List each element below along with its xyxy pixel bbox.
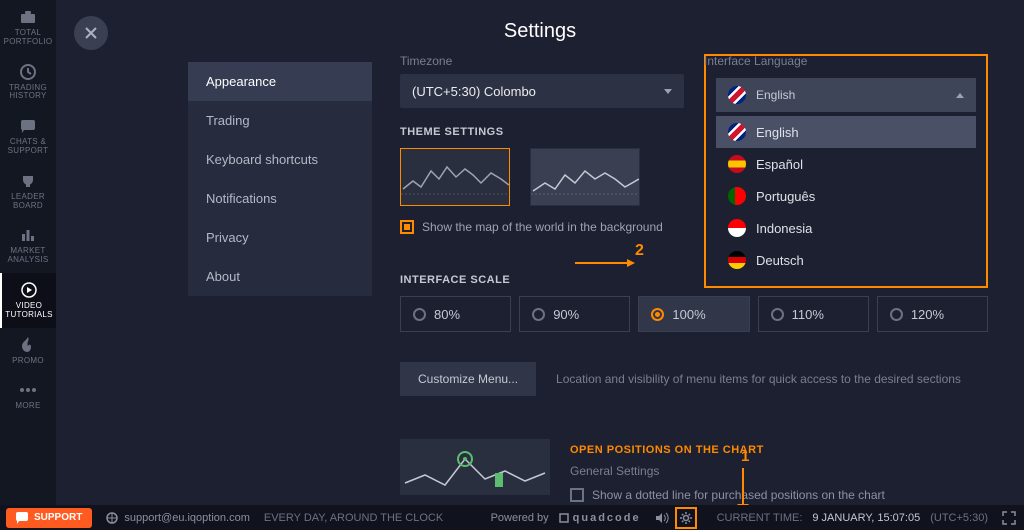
volume-icon [655,512,669,524]
nav-keyboard-shortcuts[interactable]: Keyboard shortcuts [188,140,372,179]
flag-uk-icon [728,86,746,104]
rail-label: TRADING HISTORY [2,84,54,102]
fullscreen-icon [1002,511,1016,525]
gear-icon [679,511,693,525]
briefcase-icon [19,8,37,26]
language-dropdown-highlight: English English Español Portug [704,54,988,288]
annotation-2: 2 [575,254,582,272]
settings-nav: Appearance Trading Keyboard shortcuts No… [188,62,372,296]
trophy-icon [19,172,37,190]
annotation-1-arrow [742,468,744,508]
chat-icon [16,512,28,524]
rail-label: MARKET ANALYSIS [2,247,54,265]
settings-gear-highlight[interactable] [675,507,697,529]
sound-toggle[interactable] [655,512,669,524]
rail-label: MORE [15,402,40,411]
settings-main: Timezone (UTC+5:30) Colombo THEME SETTIN… [400,54,988,396]
clock-icon [19,63,37,81]
nav-privacy[interactable]: Privacy [188,218,372,257]
open-positions-subtitle: General Settings [570,464,988,478]
nav-about[interactable]: About [188,257,372,296]
support-email[interactable]: support@eu.iqoption.com [106,512,250,524]
language-selected: English [756,88,795,102]
rail-trading-history[interactable]: TRADING HISTORY [0,55,56,110]
timezone-label: Timezone [400,54,684,68]
chevron-down-icon [664,89,672,94]
theme-option-light[interactable] [530,148,640,206]
annotation-1: 1 [741,448,749,465]
language-select[interactable]: English [716,78,976,112]
theme-option-dark[interactable] [400,148,510,206]
flag-de-icon [728,251,746,269]
flame-icon [19,336,37,354]
rail-promo[interactable]: PROMO [0,328,56,374]
nav-trading[interactable]: Trading [188,101,372,140]
open-positions-section: OPEN POSITIONS ON THE CHART General Sett… [570,444,988,502]
flag-pt-icon [728,187,746,205]
customize-menu-button[interactable]: Customize Menu... [400,362,536,396]
theme-settings-title: THEME SETTINGS [400,126,684,138]
open-positions-title: OPEN POSITIONS ON THE CHART [570,444,988,456]
dotted-line-checkbox[interactable] [570,488,584,502]
nav-appearance[interactable]: Appearance [188,62,372,101]
scale-100[interactable]: 100% [638,296,749,332]
globe-icon [106,512,118,524]
rail-label: LEADER BOARD [2,193,54,211]
scale-options: 80% 90% 100% 110% 120% [400,296,988,332]
show-map-checkbox[interactable] [400,220,414,234]
current-time: CURRENT TIME: 9 JANUARY, 15:07:05 (UTC+5… [717,512,988,524]
brand-icon [559,513,569,523]
rail-total-portfolio[interactable]: TOTAL PORTFOLIO [0,0,56,55]
customize-desc: Location and visibility of menu items fo… [556,372,961,386]
rail-label: CHATS & SUPPORT [2,138,54,156]
scale-90[interactable]: 90% [519,296,630,332]
flag-uk-icon [728,123,746,141]
dotted-line-label: Show a dotted line for purchased positio… [592,488,885,502]
rail-chats-support[interactable]: CHATS & SUPPORT [0,109,56,164]
dots-icon [19,381,37,399]
rail-leader-board[interactable]: LEADER BOARD [0,164,56,219]
language-option-espanol[interactable]: Español [716,148,976,180]
chart-preview [400,439,550,495]
show-map-label: Show the map of the world in the backgro… [422,220,663,234]
nav-notifications[interactable]: Notifications [188,179,372,218]
flag-es-icon [728,155,746,173]
fullscreen-button[interactable] [1002,511,1016,525]
flag-id-icon [728,219,746,237]
scale-80[interactable]: 80% [400,296,511,332]
timezone-select[interactable]: (UTC+5:30) Colombo [400,74,684,108]
powered-by: Powered by quadcode [491,512,641,524]
scale-110[interactable]: 110% [758,296,869,332]
language-option-portugues[interactable]: Português [716,180,976,212]
slogan: EVERY DAY, AROUND THE CLOCK [264,512,443,524]
page-title: Settings [56,20,1024,43]
support-button[interactable]: SUPPORT [6,508,92,528]
chat-icon [19,117,37,135]
rail-video-tutorials[interactable]: VIDEO TUTORIALS [0,273,56,328]
play-icon [20,281,38,299]
rail-label: VIDEO TUTORIALS [4,302,54,320]
language-option-deutsch[interactable]: Deutsch [716,244,976,276]
scale-120[interactable]: 120% [877,296,988,332]
language-label: Interface Language [704,54,988,68]
chevron-up-icon [956,93,964,98]
bottom-bar: SUPPORT support@eu.iqoption.com EVERY DA… [0,505,1024,530]
bars-icon [19,226,37,244]
language-option-english[interactable]: English [716,116,976,148]
language-options-list: English Español Português Indonesia [716,116,976,276]
rail-market-analysis[interactable]: MARKET ANALYSIS [0,218,56,273]
left-rail: TOTAL PORTFOLIO TRADING HISTORY CHATS & … [0,0,56,505]
timezone-value: (UTC+5:30) Colombo [412,84,536,99]
rail-more[interactable]: MORE [0,373,56,419]
rail-label: PROMO [12,357,44,366]
rail-label: TOTAL PORTFOLIO [2,29,54,47]
language-option-indonesia[interactable]: Indonesia [716,212,976,244]
